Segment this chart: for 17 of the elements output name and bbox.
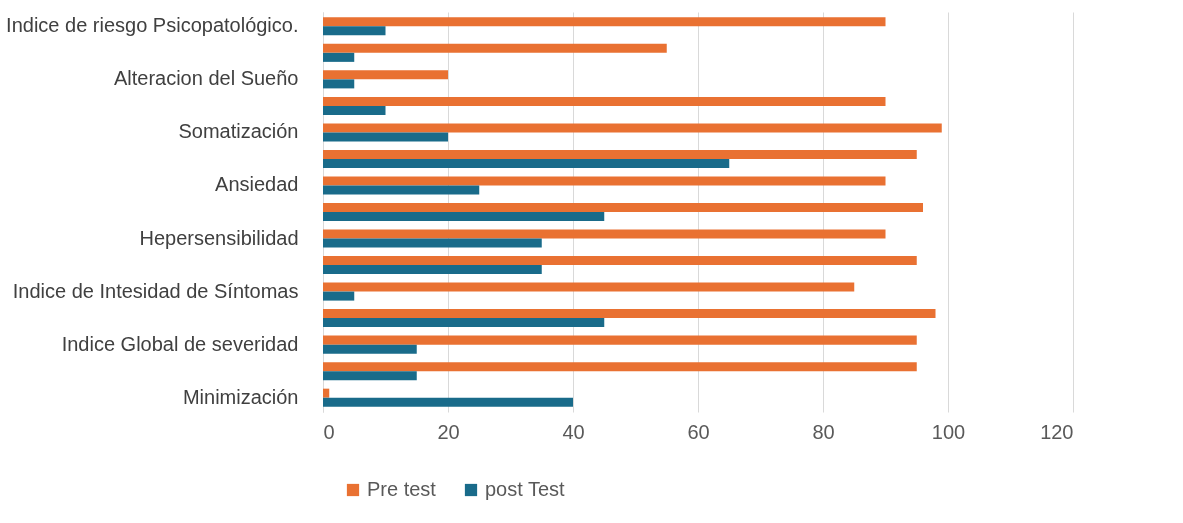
x-tick-label: 20 (437, 420, 460, 443)
y-tick-label: Indice de Intesidad de Síntomas (12, 279, 299, 302)
y-tick-label: Ansiedad (215, 173, 299, 196)
x-tick-label: 0 (323, 420, 335, 443)
y-tick-label: Somatización (178, 120, 299, 143)
x-tick-label: 80 (812, 420, 835, 443)
y-tick-label: Hepersensibilidad (139, 226, 299, 249)
x-tick-label: 120 (1040, 420, 1074, 443)
x-tick-label: 60 (687, 420, 710, 443)
y-tick-label: Minimización (182, 385, 299, 408)
x-tick-label: 100 (931, 420, 966, 443)
y-tick-label: Alteracion del Sueño (113, 67, 299, 90)
y-tick-label: Indice de riesgo Psicopatológico. (6, 14, 299, 37)
legend-label: Pre test (367, 478, 437, 500)
y-tick-label: Indice Global de severidad (61, 332, 299, 355)
x-tick-label: 40 (562, 420, 585, 443)
legend-label: post Test (485, 478, 566, 500)
